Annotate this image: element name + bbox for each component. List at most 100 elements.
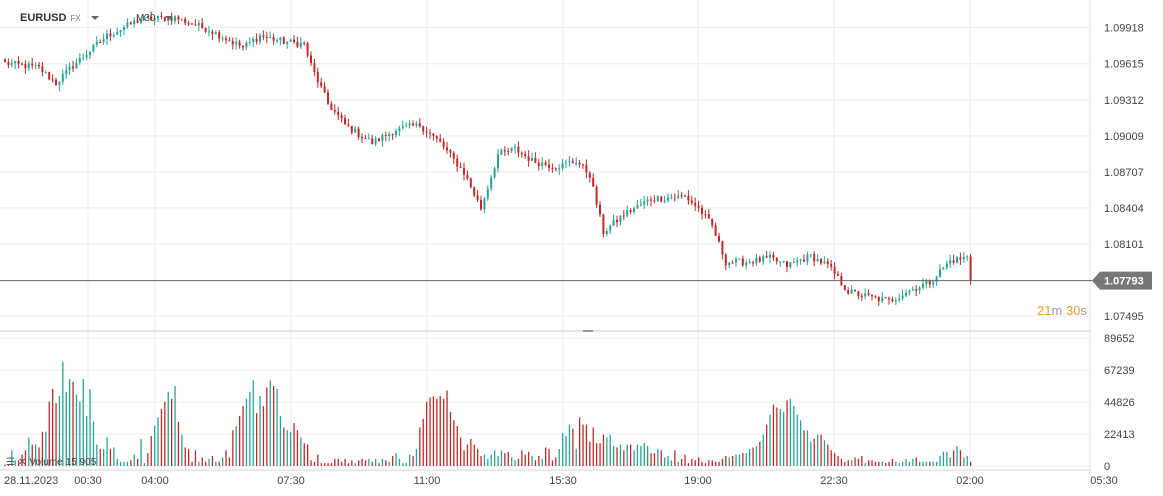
candle-body [650, 199, 652, 201]
candle-body [551, 167, 554, 169]
time-tick-label: 22:30 [820, 475, 848, 487]
volume-bar [334, 458, 336, 466]
volume-bar [895, 461, 897, 466]
volume-bar [18, 460, 20, 466]
candle-body [711, 218, 714, 226]
price-tick-label: 1.08101 [1104, 239, 1144, 251]
volume-bar [443, 398, 445, 466]
volume-bar [881, 461, 883, 466]
volume-bar [211, 456, 214, 466]
volume-bar [868, 460, 870, 466]
volume-bar [888, 461, 890, 466]
candle-body [109, 33, 112, 37]
volume-bar [378, 463, 380, 466]
volume-bar [718, 461, 720, 466]
volume-bar [14, 460, 16, 466]
volume-bar [344, 458, 346, 466]
candle-body [877, 296, 880, 302]
price-axis-ticks[interactable]: 1.09918 1.09615 1.09312 1.09009 1.08707 1.084… [1104, 23, 1144, 323]
pane-resize-handle[interactable] [583, 330, 593, 332]
candle-body [758, 257, 761, 262]
volume-bar [684, 454, 686, 466]
chevron-down-icon[interactable] [90, 16, 99, 20]
volume-bar [99, 448, 101, 466]
timeframe-selector[interactable]: M30 [136, 10, 174, 26]
volume-bar [759, 441, 761, 466]
candle-body [238, 41, 241, 46]
volume-bar [494, 450, 496, 466]
candle-body [820, 258, 822, 264]
candle-body [388, 134, 391, 137]
candle-body [864, 293, 867, 297]
candle-body [201, 23, 204, 28]
volume-bar [599, 443, 601, 466]
volume-bar [626, 444, 628, 466]
candle-body [867, 293, 870, 295]
volume-bar [630, 444, 632, 466]
volume-bar [585, 424, 588, 466]
candle-body [354, 128, 357, 133]
volume-bar [769, 414, 771, 466]
candle-body [796, 260, 799, 263]
volume-bar [147, 453, 149, 466]
volume-bar [633, 450, 635, 466]
candle-body [541, 162, 544, 166]
volume-bar [912, 458, 914, 466]
time-tick-label: 05:30 [1090, 475, 1118, 487]
time-tick-label: 15:30 [549, 475, 577, 487]
volume-bar [507, 451, 509, 466]
volume-bar [817, 434, 819, 466]
volume-bar [269, 380, 271, 466]
candle-body [609, 225, 612, 231]
volume-bar [103, 448, 105, 466]
candle-body [701, 207, 703, 215]
candle-body [738, 258, 741, 260]
volume-bar [864, 463, 866, 466]
candle-body [398, 127, 401, 132]
volume-bar [266, 387, 268, 466]
close-icon[interactable]: ✕ [17, 457, 27, 468]
candle-body [837, 274, 839, 276]
candle-body [102, 39, 105, 43]
candle-body [670, 197, 673, 199]
candle-body [401, 126, 404, 128]
candle-body [245, 42, 248, 48]
volume-indicator-label: ☰ ✕ Volume 15 905 [6, 457, 96, 468]
volume-bar [113, 447, 115, 466]
volume-bar [106, 437, 108, 466]
volume-bar [704, 463, 707, 466]
settings-icon[interactable]: ☰ [6, 457, 15, 468]
candle-body [163, 16, 166, 21]
candle-body [660, 196, 663, 202]
candle-body [605, 230, 608, 235]
candle-body [476, 195, 479, 200]
volume-bar [949, 457, 951, 466]
current-price-label: 1.07793 [1104, 276, 1144, 288]
volume-bar [609, 434, 611, 466]
candle-body [408, 123, 411, 126]
candle-body [639, 204, 642, 206]
candle-body [741, 258, 744, 266]
candle-body [949, 260, 952, 264]
candle-body [344, 118, 346, 125]
candle-body [799, 259, 802, 261]
candle-body [905, 292, 907, 296]
time-axis-ticks[interactable]: 28.11.2023 00:30 04:00 07:30 11:00 15:30 19:00… [4, 475, 1118, 487]
volume-bar [364, 460, 367, 466]
candle-body [24, 64, 27, 69]
volume-bar [664, 457, 666, 466]
candle-body [745, 262, 748, 266]
candle-body [208, 31, 210, 33]
time-tick-label: 19:00 [684, 475, 712, 487]
candle-body [14, 60, 17, 64]
candle-body [493, 168, 496, 178]
chevron-down-icon[interactable] [165, 16, 174, 20]
volume-bar [310, 460, 312, 466]
volume-bar [371, 461, 373, 466]
volume-bar [857, 458, 860, 466]
symbol-selector[interactable]: EURUSD FX [20, 10, 99, 26]
candle-body [894, 299, 897, 302]
candle-body [123, 27, 125, 30]
volume-bar [402, 463, 404, 466]
